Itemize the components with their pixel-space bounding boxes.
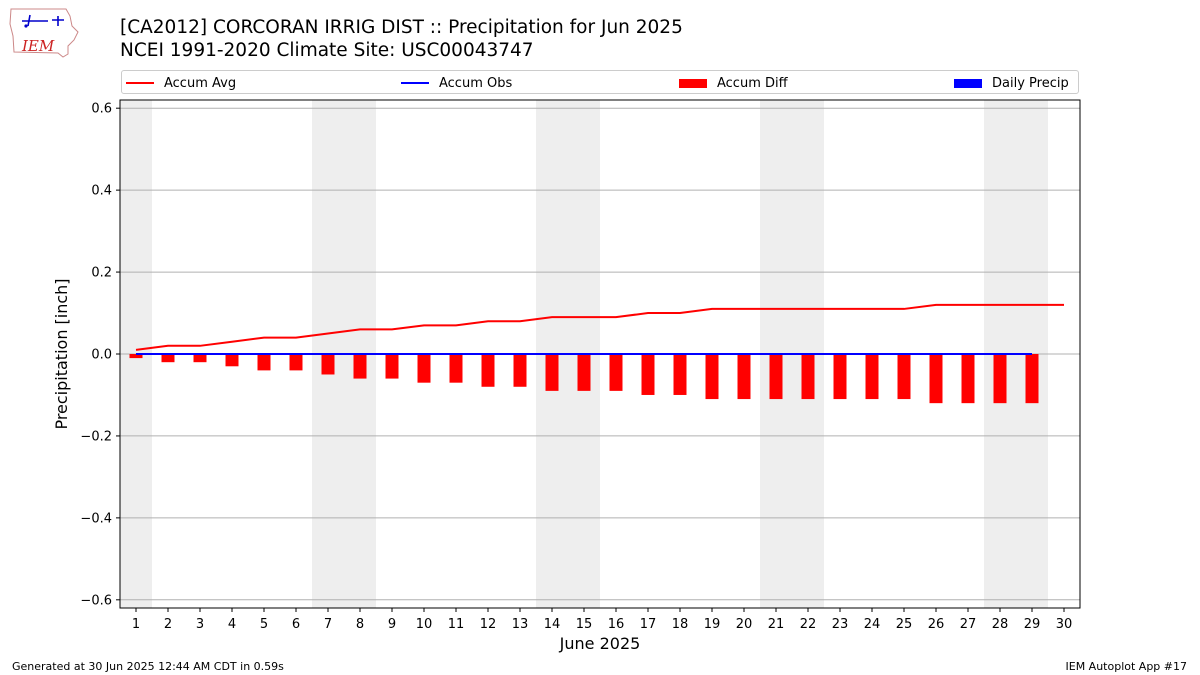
legend-swatch-accum-obs bbox=[401, 82, 429, 84]
legend-label-daily-precip: Daily Precip bbox=[992, 75, 1069, 91]
footer-app-text: IEM Autoplot App #17 bbox=[1065, 660, 1188, 673]
accum-diff-bar-5 bbox=[257, 354, 271, 371]
x-tick-label-18: 19 bbox=[704, 617, 721, 632]
accum-diff-bar-4 bbox=[225, 354, 239, 367]
accum-diff-bar-29 bbox=[1025, 354, 1039, 404]
x-tick-label-17: 18 bbox=[672, 617, 689, 632]
logo-station-icon bbox=[22, 14, 64, 27]
iem-logo: IEM bbox=[9, 8, 79, 58]
accum-diff-bar-11 bbox=[449, 354, 463, 383]
x-tick-label-19: 20 bbox=[736, 617, 753, 632]
accum-avg-line bbox=[135, 303, 1064, 351]
x-tick-label-13: 14 bbox=[544, 617, 561, 632]
accum-diff-bar-15 bbox=[577, 354, 591, 391]
accum-diff-bar-7 bbox=[321, 354, 335, 375]
accum-diff-bar-6 bbox=[289, 354, 303, 371]
footer-generated-text: Generated at 30 Jun 2025 12:44 AM CDT in… bbox=[12, 660, 284, 673]
legend-label-accum-obs: Accum Obs bbox=[439, 75, 513, 91]
chart-legend: Accum Avg Accum Obs Accum Diff Daily Pre… bbox=[121, 70, 1079, 94]
legend-label-accum-avg: Accum Avg bbox=[164, 75, 237, 91]
x-tick-label-12: 13 bbox=[512, 617, 529, 632]
x-tick-label-2: 3 bbox=[196, 617, 204, 632]
x-tick-label-24: 25 bbox=[896, 617, 913, 632]
accum-diff-bar-26 bbox=[929, 354, 943, 404]
x-tick-label-11: 12 bbox=[480, 617, 497, 632]
y-tick-label-3: 0.0 bbox=[91, 348, 112, 363]
legend-item-accum-obs: Accum Obs bbox=[401, 74, 512, 92]
accum-diff-bar-9 bbox=[385, 354, 399, 379]
accum-diff-bar-28 bbox=[993, 354, 1007, 404]
accum-diff-bar-18 bbox=[673, 354, 687, 395]
x-tick-label-7: 8 bbox=[356, 617, 364, 632]
accum-diff-bar-21 bbox=[769, 354, 783, 400]
x-tick-label-15: 16 bbox=[608, 617, 625, 632]
accum-diff-bar-19 bbox=[705, 354, 719, 400]
y-tick-label-5: 0.4 bbox=[91, 184, 112, 199]
accum-diff-bar-17 bbox=[641, 354, 655, 395]
chart-subtitle: NCEI 1991-2020 Climate Site: USC00043747 bbox=[120, 40, 534, 61]
legend-item-daily-precip: Daily Precip bbox=[954, 74, 1069, 92]
x-tick-label-8: 9 bbox=[388, 617, 396, 632]
legend-label-accum-diff: Accum Diff bbox=[717, 75, 788, 91]
x-tick-label-26: 27 bbox=[960, 617, 977, 632]
x-tick-label-23: 24 bbox=[864, 617, 881, 632]
legend-swatch-accum-diff bbox=[679, 78, 707, 88]
y-tick-label-4: 0.2 bbox=[91, 266, 112, 281]
legend-item-accum-avg: Accum Avg bbox=[126, 74, 236, 92]
legend-swatch-daily-precip bbox=[954, 78, 982, 88]
accum-diff-bar-22 bbox=[801, 354, 815, 400]
x-tick-label-25: 26 bbox=[928, 617, 945, 632]
x-tick-label-10: 11 bbox=[448, 617, 465, 632]
y-tick-label-1: −0.4 bbox=[80, 511, 112, 526]
accum-diff-bar-10 bbox=[417, 354, 431, 383]
x-tick-label-29: 30 bbox=[1056, 617, 1073, 632]
accum-diff-bar-24 bbox=[865, 354, 879, 400]
legend-item-accum-diff: Accum Diff bbox=[679, 74, 788, 92]
accum-diff-bar-13 bbox=[513, 354, 527, 387]
chart-title: [CA2012] CORCORAN IRRIG DIST :: Precipit… bbox=[120, 17, 683, 38]
accum-diff-bar-27 bbox=[961, 354, 975, 404]
x-tick-label-0: 1 bbox=[132, 617, 140, 632]
x-tick-label-3: 4 bbox=[228, 617, 236, 632]
x-tick-label-5: 6 bbox=[292, 617, 300, 632]
accum-diff-bar-3 bbox=[193, 354, 207, 363]
accum-diff-bar-8 bbox=[353, 354, 367, 379]
accum-diff-bar-1 bbox=[129, 354, 143, 359]
accum-diff-bar-14 bbox=[545, 354, 559, 391]
x-tick-label-20: 21 bbox=[768, 617, 785, 632]
accum-diff-bar-23 bbox=[833, 354, 847, 400]
x-tick-label-14: 15 bbox=[576, 617, 593, 632]
accum-diff-bar-16 bbox=[609, 354, 623, 391]
legend-swatch-accum-avg bbox=[126, 82, 154, 84]
y-tick-label-6: 0.6 bbox=[91, 102, 112, 117]
accum-diff-bar-20 bbox=[737, 354, 751, 400]
accum-diff-bar-25 bbox=[897, 354, 911, 400]
x-axis-label: June 2025 bbox=[559, 634, 641, 653]
logo-text: IEM bbox=[21, 37, 55, 55]
x-tick-label-28: 29 bbox=[1024, 617, 1041, 632]
x-tick-label-6: 7 bbox=[324, 617, 332, 632]
accum-diff-bar-12 bbox=[481, 354, 495, 387]
accum-diff-bar-2 bbox=[161, 354, 175, 363]
x-tick-label-22: 23 bbox=[832, 617, 849, 632]
x-tick-label-27: 28 bbox=[992, 617, 1009, 632]
x-tick-label-4: 5 bbox=[260, 617, 268, 632]
plot-frame bbox=[119, 99, 1081, 609]
y-tick-label-0: −0.6 bbox=[80, 593, 112, 608]
x-tick-label-9: 10 bbox=[416, 617, 433, 632]
y-tick-label-2: −0.2 bbox=[80, 429, 112, 444]
x-tick-label-16: 17 bbox=[640, 617, 657, 632]
x-tick-label-1: 2 bbox=[164, 617, 172, 632]
x-tick-label-21: 22 bbox=[800, 617, 817, 632]
y-axis-label: Precipitation [inch] bbox=[52, 278, 71, 429]
